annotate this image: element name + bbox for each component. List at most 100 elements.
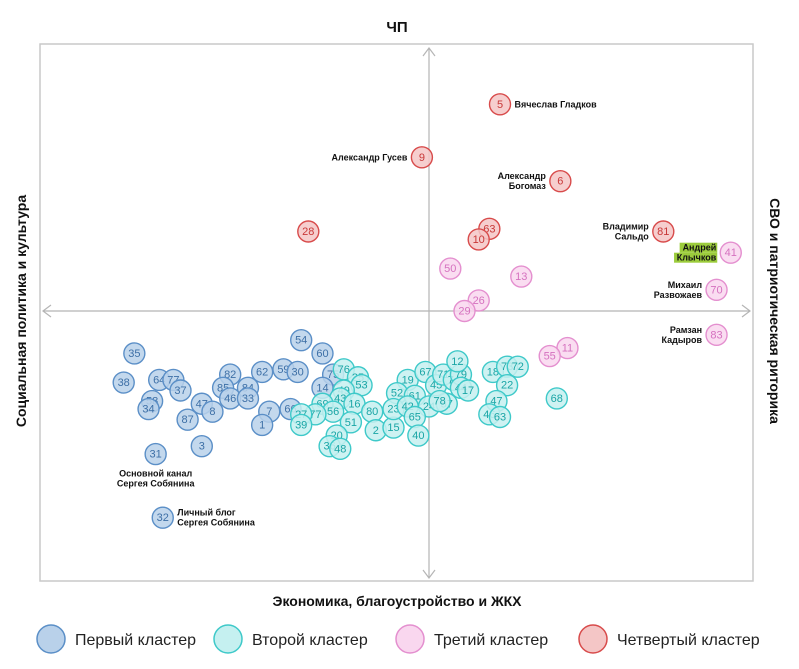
point-54: 54 — [290, 328, 313, 352]
legend-swatch-c4 — [578, 624, 608, 654]
point-65: 65 — [403, 405, 426, 429]
point-number: 30 — [292, 366, 304, 378]
point-number: 77 — [309, 409, 321, 421]
point-39: 39 — [290, 413, 313, 437]
point-number: 15 — [387, 422, 399, 434]
point-number: 19 — [402, 374, 414, 386]
point-marker — [151, 506, 174, 529]
point-number: 18 — [487, 366, 499, 378]
point-number: 60 — [316, 348, 328, 360]
point-number: 6 — [557, 176, 563, 188]
point-marker — [236, 387, 260, 410]
point-marker — [329, 437, 352, 460]
point-label: Сальдо — [615, 232, 650, 242]
legend-item-c1: Первый кластер — [36, 624, 196, 654]
point-number: 14 — [316, 382, 328, 394]
point-marker — [545, 387, 568, 410]
point-marker — [123, 342, 146, 365]
point-marker — [144, 442, 167, 466]
point-number: 64 — [153, 374, 165, 386]
point-marker — [705, 323, 728, 347]
point-8: 8 — [201, 400, 224, 423]
point-label: Андрей — [683, 243, 717, 253]
point-number: 65 — [409, 412, 421, 424]
point-number: 76 — [338, 364, 350, 376]
point-number: 70 — [710, 284, 722, 296]
point-3: 3 — [190, 434, 214, 458]
points-layer: 5 Вячеслав Гладков 9 Александр Гусев 6 Алекса… — [112, 93, 742, 529]
point-number: 28 — [302, 226, 314, 238]
point-48: 48 — [329, 437, 352, 460]
point-13: 13 — [510, 265, 533, 288]
plot-frame — [39, 43, 754, 582]
point-number: 48 — [334, 443, 346, 455]
point-number: 38 — [118, 377, 130, 389]
point-marker — [538, 344, 561, 368]
point-number: 51 — [345, 417, 357, 429]
legend-swatch-c2 — [213, 624, 243, 654]
point-label: Сергея Собянина — [117, 479, 196, 489]
point-number: 32 — [157, 512, 169, 524]
point-marker — [453, 299, 476, 323]
point-78: 78 — [428, 389, 451, 413]
point-number: 78 — [434, 396, 446, 408]
point-10: 10 — [467, 228, 490, 251]
point-marker — [652, 220, 675, 243]
axes-cross — [42, 47, 751, 579]
point-label: Основной канал — [119, 469, 192, 479]
point-marker — [311, 342, 334, 365]
point-number: 31 — [150, 449, 162, 461]
point-marker — [488, 93, 512, 116]
legend-swatch-c3 — [395, 624, 425, 654]
point-55: 55 — [538, 344, 561, 368]
point-marker — [456, 379, 480, 402]
point-number: 46 — [224, 393, 236, 405]
point-marker — [495, 374, 519, 397]
point-number: 1 — [259, 419, 265, 431]
point-9: 9 Александр Гусев — [332, 146, 434, 169]
point-number: 34 — [142, 404, 154, 416]
point-marker — [705, 278, 728, 301]
axis-title-left: Социальная политика и культура — [13, 195, 29, 427]
label-highlight — [674, 252, 718, 263]
point-number: 52 — [391, 388, 403, 400]
point-number: 50 — [444, 263, 456, 275]
point-marker — [176, 408, 199, 431]
point-number: 56 — [327, 406, 339, 418]
point-number: 7 — [266, 406, 272, 418]
point-label: Михаил — [668, 280, 703, 290]
point-marker — [488, 405, 512, 429]
point-number: 9 — [419, 152, 425, 164]
point-62: 62 — [250, 360, 274, 384]
point-label: Александр — [498, 171, 547, 181]
point-marker — [290, 328, 313, 352]
point-number: 12 — [451, 356, 463, 368]
point-14: 14 — [311, 376, 334, 400]
point-marker — [719, 241, 742, 264]
point-marker — [407, 424, 430, 447]
point-number: 72 — [512, 361, 524, 373]
label-highlight — [679, 242, 718, 253]
point-label: Личный блог — [177, 508, 236, 518]
point-marker — [549, 169, 572, 193]
point-63: 63 — [488, 405, 512, 429]
arrow-left-icon — [42, 304, 52, 318]
point-33: 33 — [236, 387, 260, 410]
point-number: 3 — [199, 441, 205, 453]
point-1: 1 — [250, 413, 274, 437]
arrow-up-icon — [422, 47, 436, 57]
point-marker — [410, 146, 434, 169]
legend-label-c2: Второй кластер — [252, 632, 368, 649]
point-label: Клычков — [677, 253, 717, 263]
legend-label-c4: Четвертый кластер — [617, 632, 760, 649]
point-87: 87 — [176, 408, 199, 431]
point-marker — [137, 397, 160, 421]
point-marker — [446, 350, 469, 373]
point-number: 40 — [412, 430, 424, 442]
axis-title-bottom: Экономика, благоустройство и ЖКХ — [272, 593, 522, 609]
point-29: 29 — [453, 299, 476, 323]
point-51: 51 — [339, 411, 363, 434]
point-marker — [169, 379, 192, 402]
